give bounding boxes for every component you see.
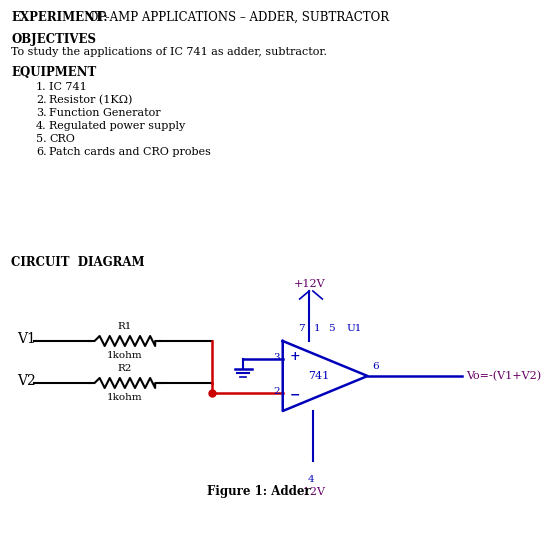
- Text: 1.: 1.: [36, 82, 46, 92]
- Text: Resistor (1KΩ): Resistor (1KΩ): [49, 95, 132, 105]
- Text: +12V: +12V: [293, 279, 325, 289]
- Text: 3.: 3.: [36, 108, 46, 118]
- Text: 2.: 2.: [36, 95, 46, 105]
- Text: EXPERIMENT:: EXPERIMENT:: [12, 11, 108, 24]
- Text: OBJECTIVES: OBJECTIVES: [12, 33, 96, 46]
- Text: V2: V2: [17, 374, 36, 388]
- Text: 1kohm: 1kohm: [107, 351, 143, 360]
- Text: Regulated power supply: Regulated power supply: [49, 121, 185, 131]
- Text: 3: 3: [273, 353, 280, 361]
- Text: Vo=-(V1+V2): Vo=-(V1+V2): [467, 371, 542, 381]
- Text: IC 741: IC 741: [49, 82, 87, 92]
- Text: Function Generator: Function Generator: [49, 108, 161, 118]
- Text: +: +: [289, 350, 300, 364]
- Text: EQUIPMENT: EQUIPMENT: [12, 66, 96, 79]
- Text: R1: R1: [118, 322, 132, 331]
- Text: 4.: 4.: [36, 121, 46, 131]
- Text: 741: 741: [308, 371, 329, 381]
- Text: V1: V1: [17, 332, 36, 346]
- Text: 5.: 5.: [36, 134, 46, 144]
- Text: 2: 2: [273, 386, 280, 396]
- Text: 6.: 6.: [36, 147, 46, 157]
- Text: CIRCUIT  DIAGRAM: CIRCUIT DIAGRAM: [12, 256, 145, 269]
- Text: 1: 1: [314, 324, 320, 333]
- Text: To study the applications of IC 741 as adder, subtractor.: To study the applications of IC 741 as a…: [12, 47, 327, 57]
- Text: -12V: -12V: [300, 487, 326, 497]
- Text: Patch cards and CRO probes: Patch cards and CRO probes: [49, 147, 211, 157]
- Text: R2: R2: [118, 364, 132, 373]
- Text: 1kohm: 1kohm: [107, 393, 143, 402]
- Text: U1: U1: [347, 324, 362, 333]
- Text: 6: 6: [372, 362, 379, 371]
- Text: CRO: CRO: [49, 134, 75, 144]
- Text: 7: 7: [298, 324, 305, 333]
- Text: OP-AMP APPLICATIONS – ADDER, SUBTRACTOR: OP-AMP APPLICATIONS – ADDER, SUBTRACTOR: [85, 11, 389, 24]
- Text: Figure 1: Adder: Figure 1: Adder: [207, 484, 311, 498]
- Text: −: −: [289, 388, 300, 402]
- Text: 4: 4: [307, 475, 314, 484]
- Text: 5: 5: [328, 324, 335, 333]
